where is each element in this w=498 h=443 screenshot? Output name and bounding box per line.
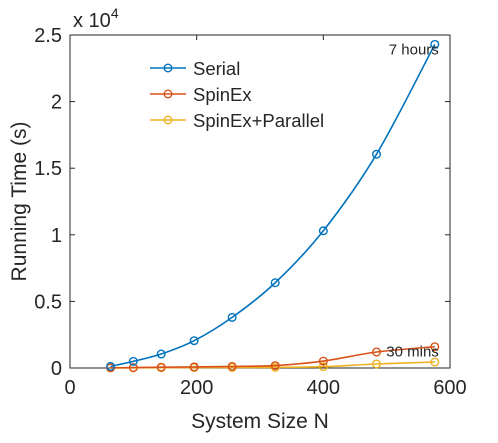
- legend-entry-spinex-parallel: SpinEx+Parallel: [150, 110, 324, 131]
- data-point-spinex: [318, 356, 328, 366]
- data-point-spinex: [430, 342, 440, 352]
- data-point-spinex: [128, 363, 138, 373]
- y-tick-label: 1: [51, 225, 62, 247]
- data-point-serial: [156, 349, 166, 359]
- legend-label: SpinEx: [193, 84, 252, 105]
- legend-label: SpinEx+Parallel: [193, 110, 324, 131]
- data-point-spinex: [270, 361, 280, 371]
- data-point-serial: [430, 39, 440, 49]
- axis-ticks: 0 200 400 600 0 0.5 1 1.5 2 2.5: [34, 25, 467, 399]
- series-serial: [106, 39, 440, 371]
- data-point-spinex: [227, 361, 237, 371]
- data-point-serial: [372, 149, 382, 159]
- axes: [69, 34, 451, 369]
- data-point-serial: [106, 361, 116, 371]
- y-axis-title: Running Time (s): [8, 122, 31, 282]
- data-point-serial: [128, 356, 138, 366]
- x-tick-label: 600: [433, 377, 466, 399]
- legend-label: Serial: [193, 58, 240, 79]
- x-tick-label: 200: [180, 377, 213, 399]
- y-multiplier-exponent: 4: [111, 5, 119, 21]
- y-multiplier-label: x 104: [73, 5, 119, 32]
- annotation-label: 7 hours: [389, 41, 439, 58]
- legend-entry-serial: Serial: [150, 58, 240, 79]
- legend-swatch-marker: [163, 63, 173, 73]
- y-tick-label: 2: [51, 92, 62, 114]
- x-axis-title: System Size N: [191, 410, 329, 433]
- plot-area-frame: [69, 34, 451, 369]
- annotations: 7 hours 30 mins: [386, 41, 439, 360]
- legend-swatch-marker: [163, 115, 173, 125]
- data-point-spinex: [372, 347, 382, 357]
- data-point-serial: [189, 336, 199, 346]
- data-point-serial: [270, 278, 280, 288]
- data-point-spinex-parallel: [430, 357, 440, 367]
- series-line-serial: [110, 43, 436, 368]
- data-point-spinex-parallel: [318, 362, 328, 372]
- annotation-label: 30 mins: [386, 344, 439, 361]
- y-tick-label: 0.5: [34, 291, 62, 313]
- data-point-spinex: [189, 362, 199, 372]
- y-multiplier-base: x 10: [73, 10, 111, 32]
- series-layer: [106, 39, 440, 373]
- x-tick-label: 400: [307, 377, 340, 399]
- legend: Serial SpinEx SpinEx+Parallel: [150, 58, 324, 131]
- x-tick-label: 0: [64, 377, 75, 399]
- data-point-spinex-parallel: [372, 359, 382, 369]
- data-point-serial: [318, 226, 328, 236]
- y-tick-label: 2.5: [34, 25, 62, 47]
- data-point-serial: [227, 312, 237, 322]
- series-line-spinex: [110, 345, 435, 369]
- data-point-spinex: [156, 362, 166, 372]
- legend-swatch-marker: [163, 89, 173, 99]
- y-tick-label: 1.5: [34, 158, 62, 180]
- legend-entry-spinex: SpinEx: [150, 84, 252, 105]
- y-tick-label: 0: [51, 358, 62, 380]
